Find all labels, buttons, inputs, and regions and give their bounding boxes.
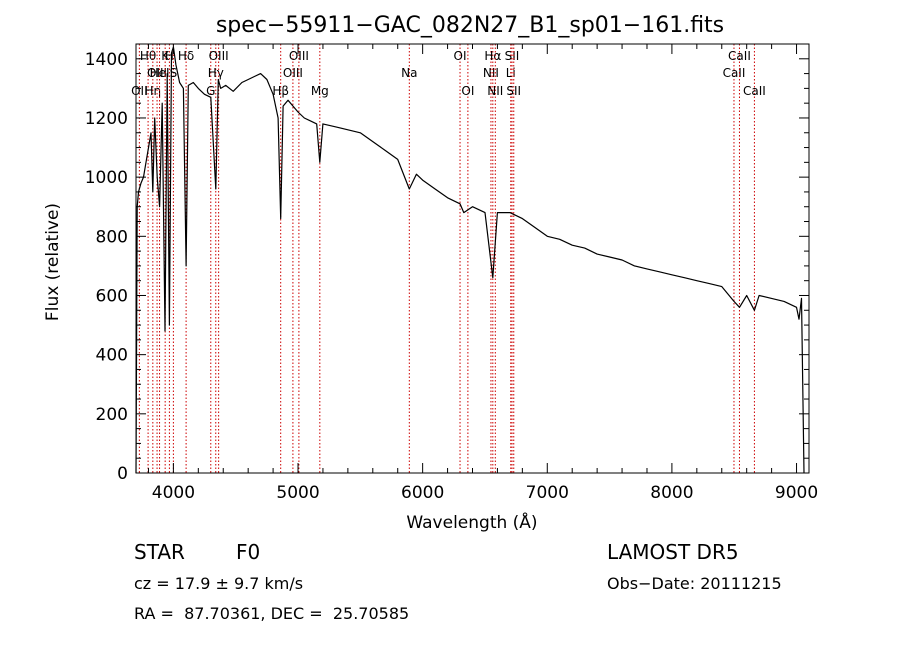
x-axis-label: Wavelength (Å) [406,511,537,533]
line-label-24: SII [506,84,521,98]
y-tick-label-5: 1000 [85,168,128,188]
line-label-1: Hθ [140,49,156,63]
observation-date: Obs−Date: 20111215 [607,574,782,593]
line-label-21: NII [487,84,503,98]
chart-title: spec−55911−GAC_082N27_B1_sp01−161.fits [216,13,724,38]
x-tick-label-2: 6000 [401,483,444,503]
line-label-11: OIII [209,49,229,63]
line-label-20: Hα [484,49,501,63]
coordinates: RA = 87.70361, DEC = 25.70585 [134,604,410,623]
line-label-12: Hβ [272,84,289,98]
line-label-17: OI [454,49,467,63]
line-label-2: Hη [145,84,162,98]
line-label-14: OIII [289,49,309,63]
survey-name: LAMOST DR5 [607,540,739,564]
x-tick-label-0: 4000 [152,483,195,503]
line-label-3: OIII [147,66,167,80]
redshift-value: cz = 17.9 ± 9.7 km/s [134,574,304,593]
y-tick-label-6: 1200 [85,109,128,129]
x-tick-label-1: 5000 [276,483,319,503]
x-tick-label-3: 7000 [526,483,569,503]
line-label-16: Na [401,66,417,80]
y-tick-label-1: 200 [96,405,128,425]
line-label-5: K [161,49,170,63]
y-tick-label-4: 800 [96,227,128,247]
line-label-25: CaII [723,66,746,80]
line-label-4: HeI [150,66,170,80]
y-tick-label-7: 1400 [85,50,128,70]
x-tick-label-5: 9000 [775,483,818,503]
line-label-0: OII [131,84,148,98]
line-label-23: SII [505,49,520,63]
line-label-19: NII [483,66,499,80]
line-label-15: Mg [311,84,329,98]
line-label-7: S [170,66,178,80]
line-label-22: Li [506,66,516,80]
line-label-8: Hδ [178,49,194,63]
plot-frame [135,43,810,474]
line-label-18: OI [461,84,474,98]
line-label-9: G [206,84,215,98]
line-label-13: OIII [283,66,303,80]
line-label-26: CaII [728,49,751,63]
spectrum-line [135,46,805,474]
y-tick-label-2: 400 [96,346,128,366]
x-tick-label-4: 8000 [650,483,693,503]
line-label-27: CaII [743,84,766,98]
line-label-6: H [165,49,174,63]
line-label-10: Hγ [208,66,224,80]
y-tick-label-3: 600 [96,286,128,306]
y-axis-label: Flux (relative) [43,203,63,321]
spectral-subclass: F0 [236,540,261,564]
y-tick-label-0: 0 [117,464,128,484]
object-class: STAR [134,540,185,564]
